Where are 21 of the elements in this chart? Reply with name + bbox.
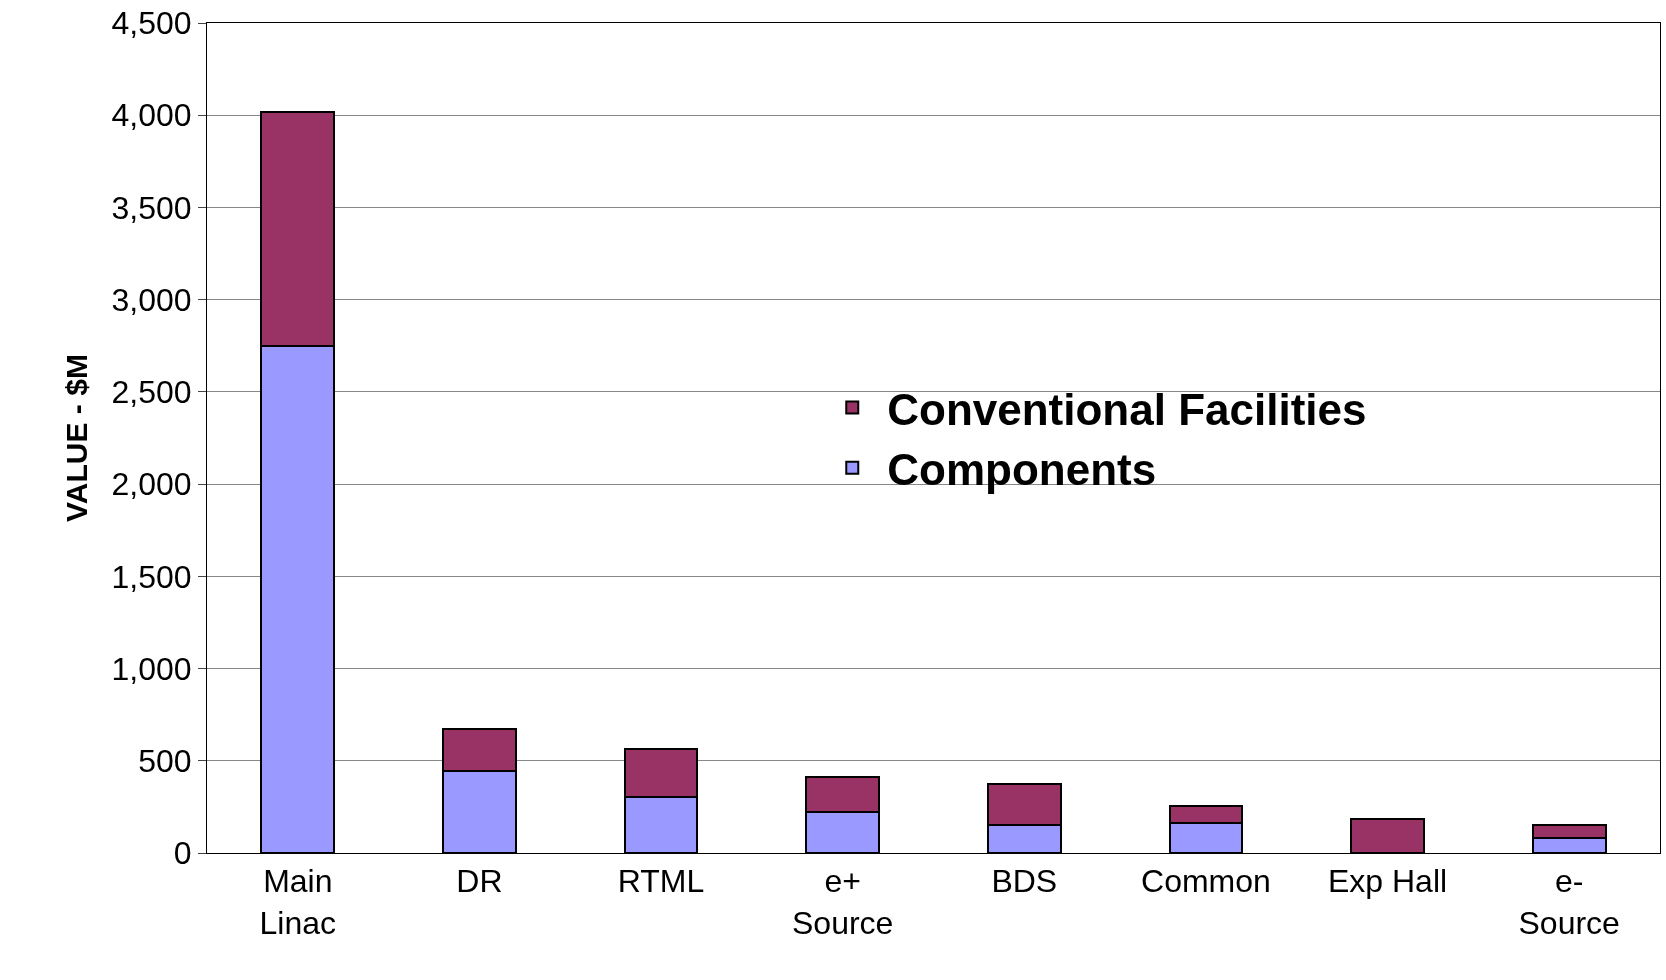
y-tick-label: 3,000	[111, 281, 192, 318]
x-tick-label: RTML	[617, 863, 705, 900]
x-tick-label: e- Source	[1518, 863, 1620, 941]
y-tick-label: 2,500	[111, 374, 192, 411]
legend-label: Conventional Facilities	[887, 384, 1367, 434]
x-tick-label: Exp Hall	[1327, 863, 1448, 900]
x-tick-label: DR	[456, 863, 503, 900]
y-tick-label: 0	[173, 835, 192, 872]
x-tick-label: e+ Source	[791, 863, 894, 941]
legend-label: Components	[887, 444, 1157, 494]
y-tick-label: 500	[138, 742, 192, 779]
y-tick-label: 4,000	[111, 97, 192, 134]
y-axis-title: VALUE - $M	[59, 354, 93, 522]
x-tick-label: Main Linac	[259, 863, 337, 941]
y-tick-label: 1,500	[111, 558, 192, 595]
y-tick-label: 2,000	[111, 466, 192, 503]
y-tick-label: 4,500	[111, 5, 192, 42]
y-tick-label: 1,000	[111, 650, 192, 687]
x-tick-label: BDS	[991, 863, 1058, 900]
x-tick-label: Common	[1141, 863, 1271, 900]
y-tick-label: 3,500	[111, 189, 192, 226]
